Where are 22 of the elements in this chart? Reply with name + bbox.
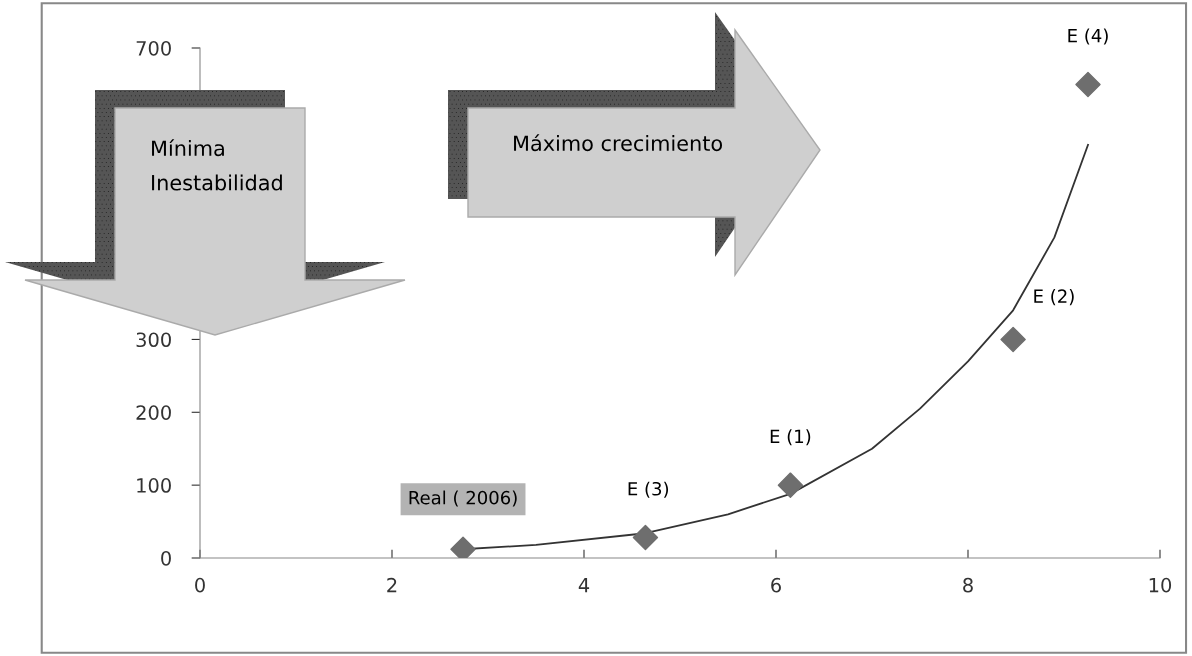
point [1075, 71, 1101, 98]
x-tick-label: 10 [1149, 577, 1172, 593]
y-tick-label: 700 [136, 40, 171, 56]
point [632, 524, 659, 551]
y-tick-label: 300 [136, 332, 171, 348]
x-tick-label: 4 [578, 578, 590, 593]
point [777, 472, 804, 498]
annotation: E (3) [628, 481, 669, 498]
annotation: Real ( 2006) [409, 490, 517, 507]
x-tick-label: 2 [387, 577, 397, 593]
annotation: E (2) [1034, 289, 1074, 306]
y-tick-label: 200 [136, 405, 171, 420]
annotation: Máximo crecimiento [514, 134, 723, 152]
y-tick-label: 0 [161, 550, 171, 566]
y-tick-label: 100 [137, 478, 171, 493]
x-tick-label: 8 [963, 577, 973, 593]
x-tick-label: 6 [771, 577, 781, 593]
x-tick-label: 0 [195, 577, 205, 593]
annotation: E (4) [1068, 28, 1108, 45]
annotation: E (1) [770, 429, 811, 446]
annotation: Mínima Inestabilidad [152, 139, 282, 191]
point [1000, 326, 1026, 353]
